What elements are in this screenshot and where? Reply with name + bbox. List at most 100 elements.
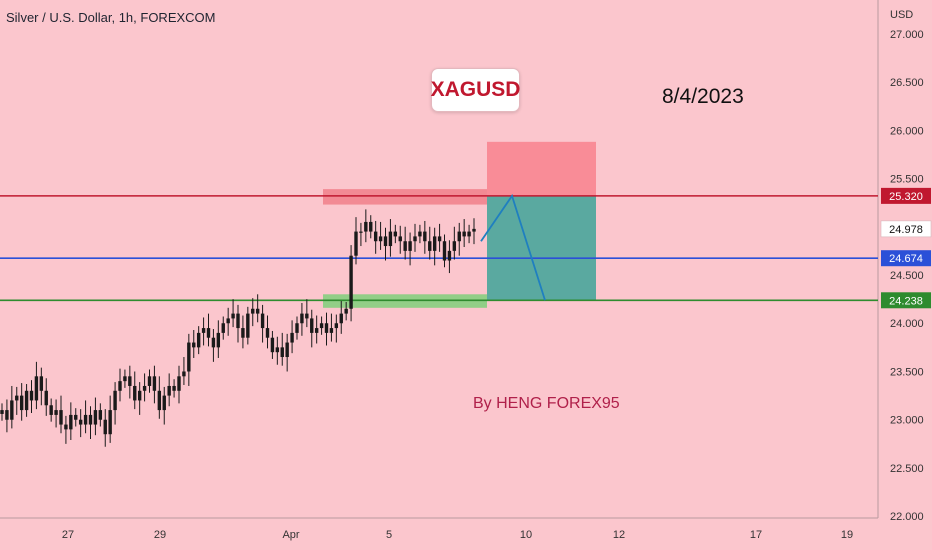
candle-body bbox=[34, 376, 39, 401]
y-tick-label: 26.500 bbox=[890, 77, 924, 89]
candle bbox=[255, 294, 260, 323]
candle-body bbox=[231, 313, 235, 319]
candle bbox=[398, 225, 402, 254]
y-tick-label: 24.000 bbox=[890, 318, 924, 330]
candle bbox=[221, 316, 225, 340]
candle-body bbox=[418, 231, 422, 237]
candle bbox=[192, 330, 196, 358]
candle-body bbox=[182, 371, 186, 377]
candle bbox=[5, 399, 9, 433]
candle bbox=[59, 395, 63, 434]
x-tick-label: 10 bbox=[520, 529, 532, 541]
x-tick-label: 5 bbox=[386, 529, 392, 541]
candle-body bbox=[142, 385, 147, 391]
candle-body bbox=[270, 337, 275, 353]
candle-body bbox=[44, 390, 48, 406]
candle bbox=[423, 220, 427, 254]
pivot-price-label: 24.674 bbox=[889, 253, 923, 265]
candle-body bbox=[383, 236, 388, 247]
stop-loss-zone bbox=[487, 141, 596, 196]
candle bbox=[339, 301, 343, 334]
candle-body bbox=[187, 342, 191, 372]
candle bbox=[157, 376, 162, 419]
candle-body bbox=[108, 410, 112, 435]
candle bbox=[29, 380, 34, 413]
candle-body bbox=[54, 410, 58, 415]
candle bbox=[310, 309, 314, 348]
candle bbox=[64, 415, 68, 444]
candle-body bbox=[0, 410, 4, 414]
candle bbox=[83, 400, 88, 434]
candle-body bbox=[339, 313, 343, 324]
candle bbox=[241, 315, 245, 349]
candle bbox=[418, 224, 422, 244]
candle bbox=[251, 298, 255, 327]
candle bbox=[211, 329, 216, 362]
candle bbox=[305, 299, 309, 328]
candle-body bbox=[378, 236, 383, 242]
candle bbox=[39, 367, 44, 406]
candle-body bbox=[152, 376, 157, 391]
candle bbox=[137, 382, 142, 415]
y-tick-label: 27.000 bbox=[890, 29, 924, 41]
candle bbox=[280, 332, 284, 366]
candle-body bbox=[403, 241, 407, 251]
candle bbox=[69, 402, 73, 440]
candle bbox=[10, 385, 14, 429]
y-tick-label: 23.000 bbox=[890, 415, 924, 427]
candle bbox=[34, 361, 39, 410]
candle-body bbox=[167, 385, 171, 396]
candle-body bbox=[19, 395, 24, 411]
candle bbox=[196, 326, 201, 355]
candle-body bbox=[354, 231, 358, 256]
candle-body bbox=[369, 221, 373, 232]
candle bbox=[432, 227, 437, 266]
candle bbox=[265, 315, 270, 349]
candle-body bbox=[196, 332, 201, 348]
candle-body bbox=[467, 231, 471, 237]
candle-body bbox=[98, 410, 103, 420]
candle-body bbox=[359, 231, 363, 233]
candle-body bbox=[280, 347, 284, 358]
candle bbox=[349, 245, 353, 322]
candle bbox=[54, 399, 58, 428]
candle bbox=[408, 232, 412, 266]
candle-body bbox=[133, 385, 137, 401]
candle-body bbox=[113, 390, 117, 411]
candle-body bbox=[128, 376, 132, 386]
last-price-tag bbox=[880, 220, 932, 238]
candle-body bbox=[300, 313, 304, 324]
candle-body bbox=[216, 332, 221, 348]
candle bbox=[393, 224, 398, 244]
candle-body bbox=[162, 395, 166, 411]
candle bbox=[182, 357, 186, 385]
candle-body bbox=[118, 381, 122, 391]
y-tick-label: 26.000 bbox=[890, 125, 924, 137]
candle bbox=[403, 226, 407, 260]
candle-body bbox=[373, 231, 378, 242]
x-tick-label: 29 bbox=[154, 529, 166, 541]
candle-body bbox=[123, 376, 127, 382]
candle bbox=[467, 224, 471, 244]
candle bbox=[113, 382, 117, 425]
x-tick-label: 17 bbox=[750, 529, 762, 541]
candle bbox=[236, 304, 240, 343]
candle bbox=[428, 226, 432, 260]
candle-body bbox=[10, 400, 14, 420]
candle-body bbox=[206, 328, 211, 338]
candle bbox=[364, 209, 368, 243]
candle bbox=[378, 221, 383, 250]
candle-body bbox=[305, 313, 309, 319]
candle-body bbox=[241, 328, 245, 338]
candle bbox=[472, 218, 476, 245]
candle-body bbox=[64, 424, 68, 430]
candle bbox=[285, 333, 289, 372]
candle bbox=[103, 409, 107, 447]
candle bbox=[447, 240, 452, 274]
candle-body bbox=[59, 410, 63, 425]
candle-body bbox=[137, 390, 142, 401]
candle-body bbox=[39, 376, 44, 391]
candle bbox=[216, 320, 221, 358]
